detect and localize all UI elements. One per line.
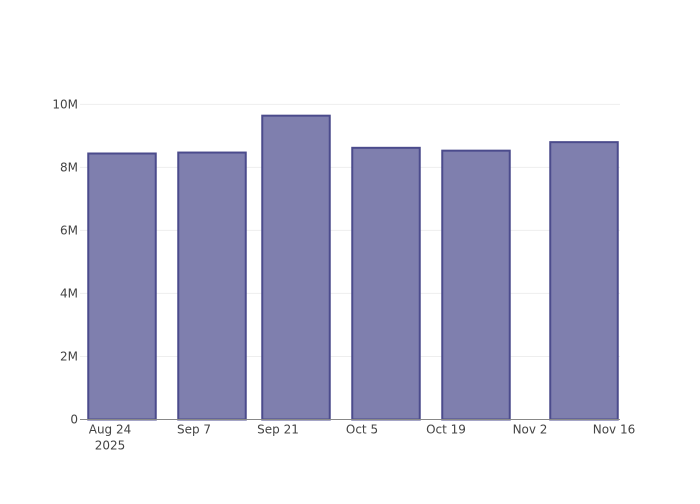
y-tick-label: 4M [60, 286, 78, 300]
bar[interactable] [441, 149, 511, 421]
x-tick-year-label: 2025 [95, 439, 126, 453]
x-tick-label: Nov 16 [593, 423, 636, 437]
x-tick-label: Oct 5 [346, 423, 378, 437]
y-tick-label: 8M [60, 160, 78, 174]
y-axis-ticks: 0 2M 4M 6M 8M 10M [52, 97, 78, 426]
bar[interactable] [351, 146, 421, 421]
bars [87, 114, 619, 421]
y-tick-label: 2M [60, 349, 78, 363]
x-tick-label: Oct 19 [426, 423, 466, 437]
y-tick-label: 6M [60, 223, 78, 237]
x-axis-ticks: Aug 24 2025 Sep 7 Sep 21 Oct 5 Oct 19 Nov 2 Nov… [89, 423, 636, 453]
x-tick-label: Sep 7 [177, 423, 211, 437]
y-tick-label: 10M [52, 97, 78, 111]
bar[interactable] [177, 151, 247, 421]
x-tick-label: Aug 24 [89, 423, 132, 437]
y-tick-label: 0 [70, 413, 78, 427]
bar[interactable] [261, 114, 331, 421]
x-tick-label: Nov 2 [513, 423, 548, 437]
x-tick-label: Sep 21 [257, 423, 299, 437]
bar[interactable] [549, 141, 619, 421]
bar[interactable] [87, 152, 157, 421]
gridlines [80, 103, 620, 357]
